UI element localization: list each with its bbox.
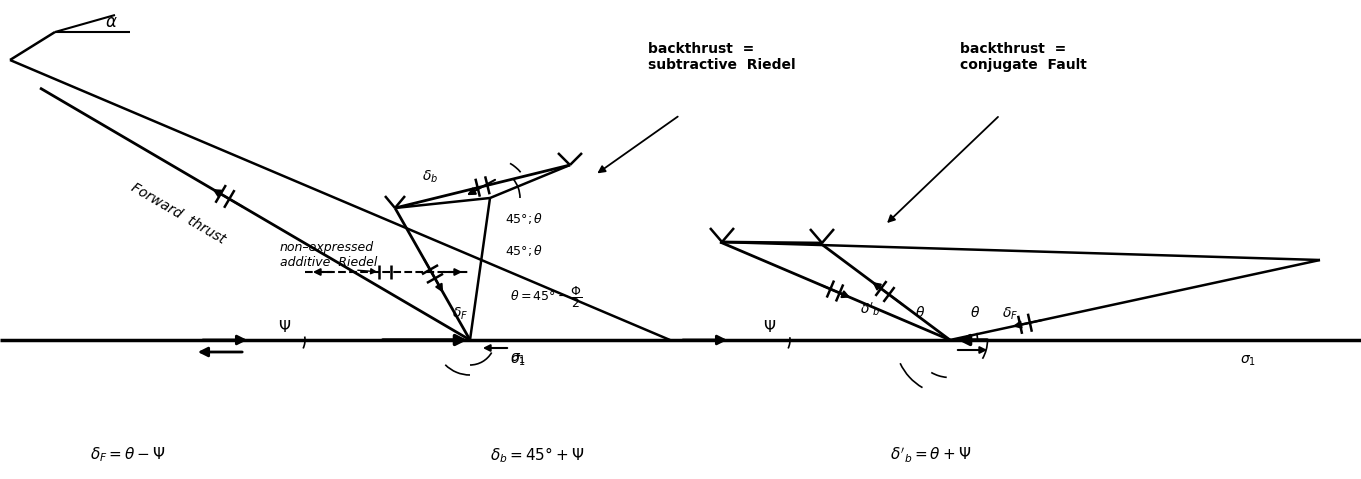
Text: $\delta_F = \theta - \Psi$: $\delta_F = \theta - \Psi$ bbox=[90, 445, 166, 464]
Text: $\Psi$: $\Psi$ bbox=[764, 319, 777, 335]
Text: $\delta_b$: $\delta_b$ bbox=[422, 169, 438, 185]
Text: $\delta'_b$: $\delta'_b$ bbox=[860, 300, 881, 318]
Text: $\theta$: $\theta$ bbox=[970, 305, 980, 320]
Text: $45°;\theta$: $45°;\theta$ bbox=[505, 210, 543, 226]
Text: $\alpha$: $\alpha$ bbox=[105, 13, 117, 31]
Text: Forward  thrust: Forward thrust bbox=[129, 181, 229, 247]
Text: $\Psi$: $\Psi$ bbox=[279, 319, 291, 335]
Text: $\sigma_1$: $\sigma_1$ bbox=[510, 352, 527, 366]
Text: $\delta_F$: $\delta_F$ bbox=[452, 306, 468, 322]
Text: $\theta = 45° - \dfrac{\Phi}{2}$: $\theta = 45° - \dfrac{\Phi}{2}$ bbox=[510, 284, 583, 310]
Text: $45°;\theta$: $45°;\theta$ bbox=[505, 242, 543, 258]
Text: $\delta_b = 45°+\Psi$: $\delta_b = 45°+\Psi$ bbox=[490, 445, 584, 465]
Text: non–expressed
additive  Riedel: non–expressed additive Riedel bbox=[280, 241, 377, 269]
Text: $\delta_F$: $\delta_F$ bbox=[1002, 306, 1018, 322]
Text: $\theta$: $\theta$ bbox=[915, 305, 925, 320]
Text: $\sigma_1$: $\sigma_1$ bbox=[1240, 354, 1256, 368]
Text: backthrust  =
conjugate  Fault: backthrust = conjugate Fault bbox=[960, 42, 1087, 72]
Text: $\sigma_1$: $\sigma_1$ bbox=[510, 354, 527, 368]
Text: backthrust  =
subtractive  Riedel: backthrust = subtractive Riedel bbox=[648, 42, 796, 72]
Text: $\delta'_b = \theta + \Psi$: $\delta'_b = \theta + \Psi$ bbox=[890, 445, 972, 465]
